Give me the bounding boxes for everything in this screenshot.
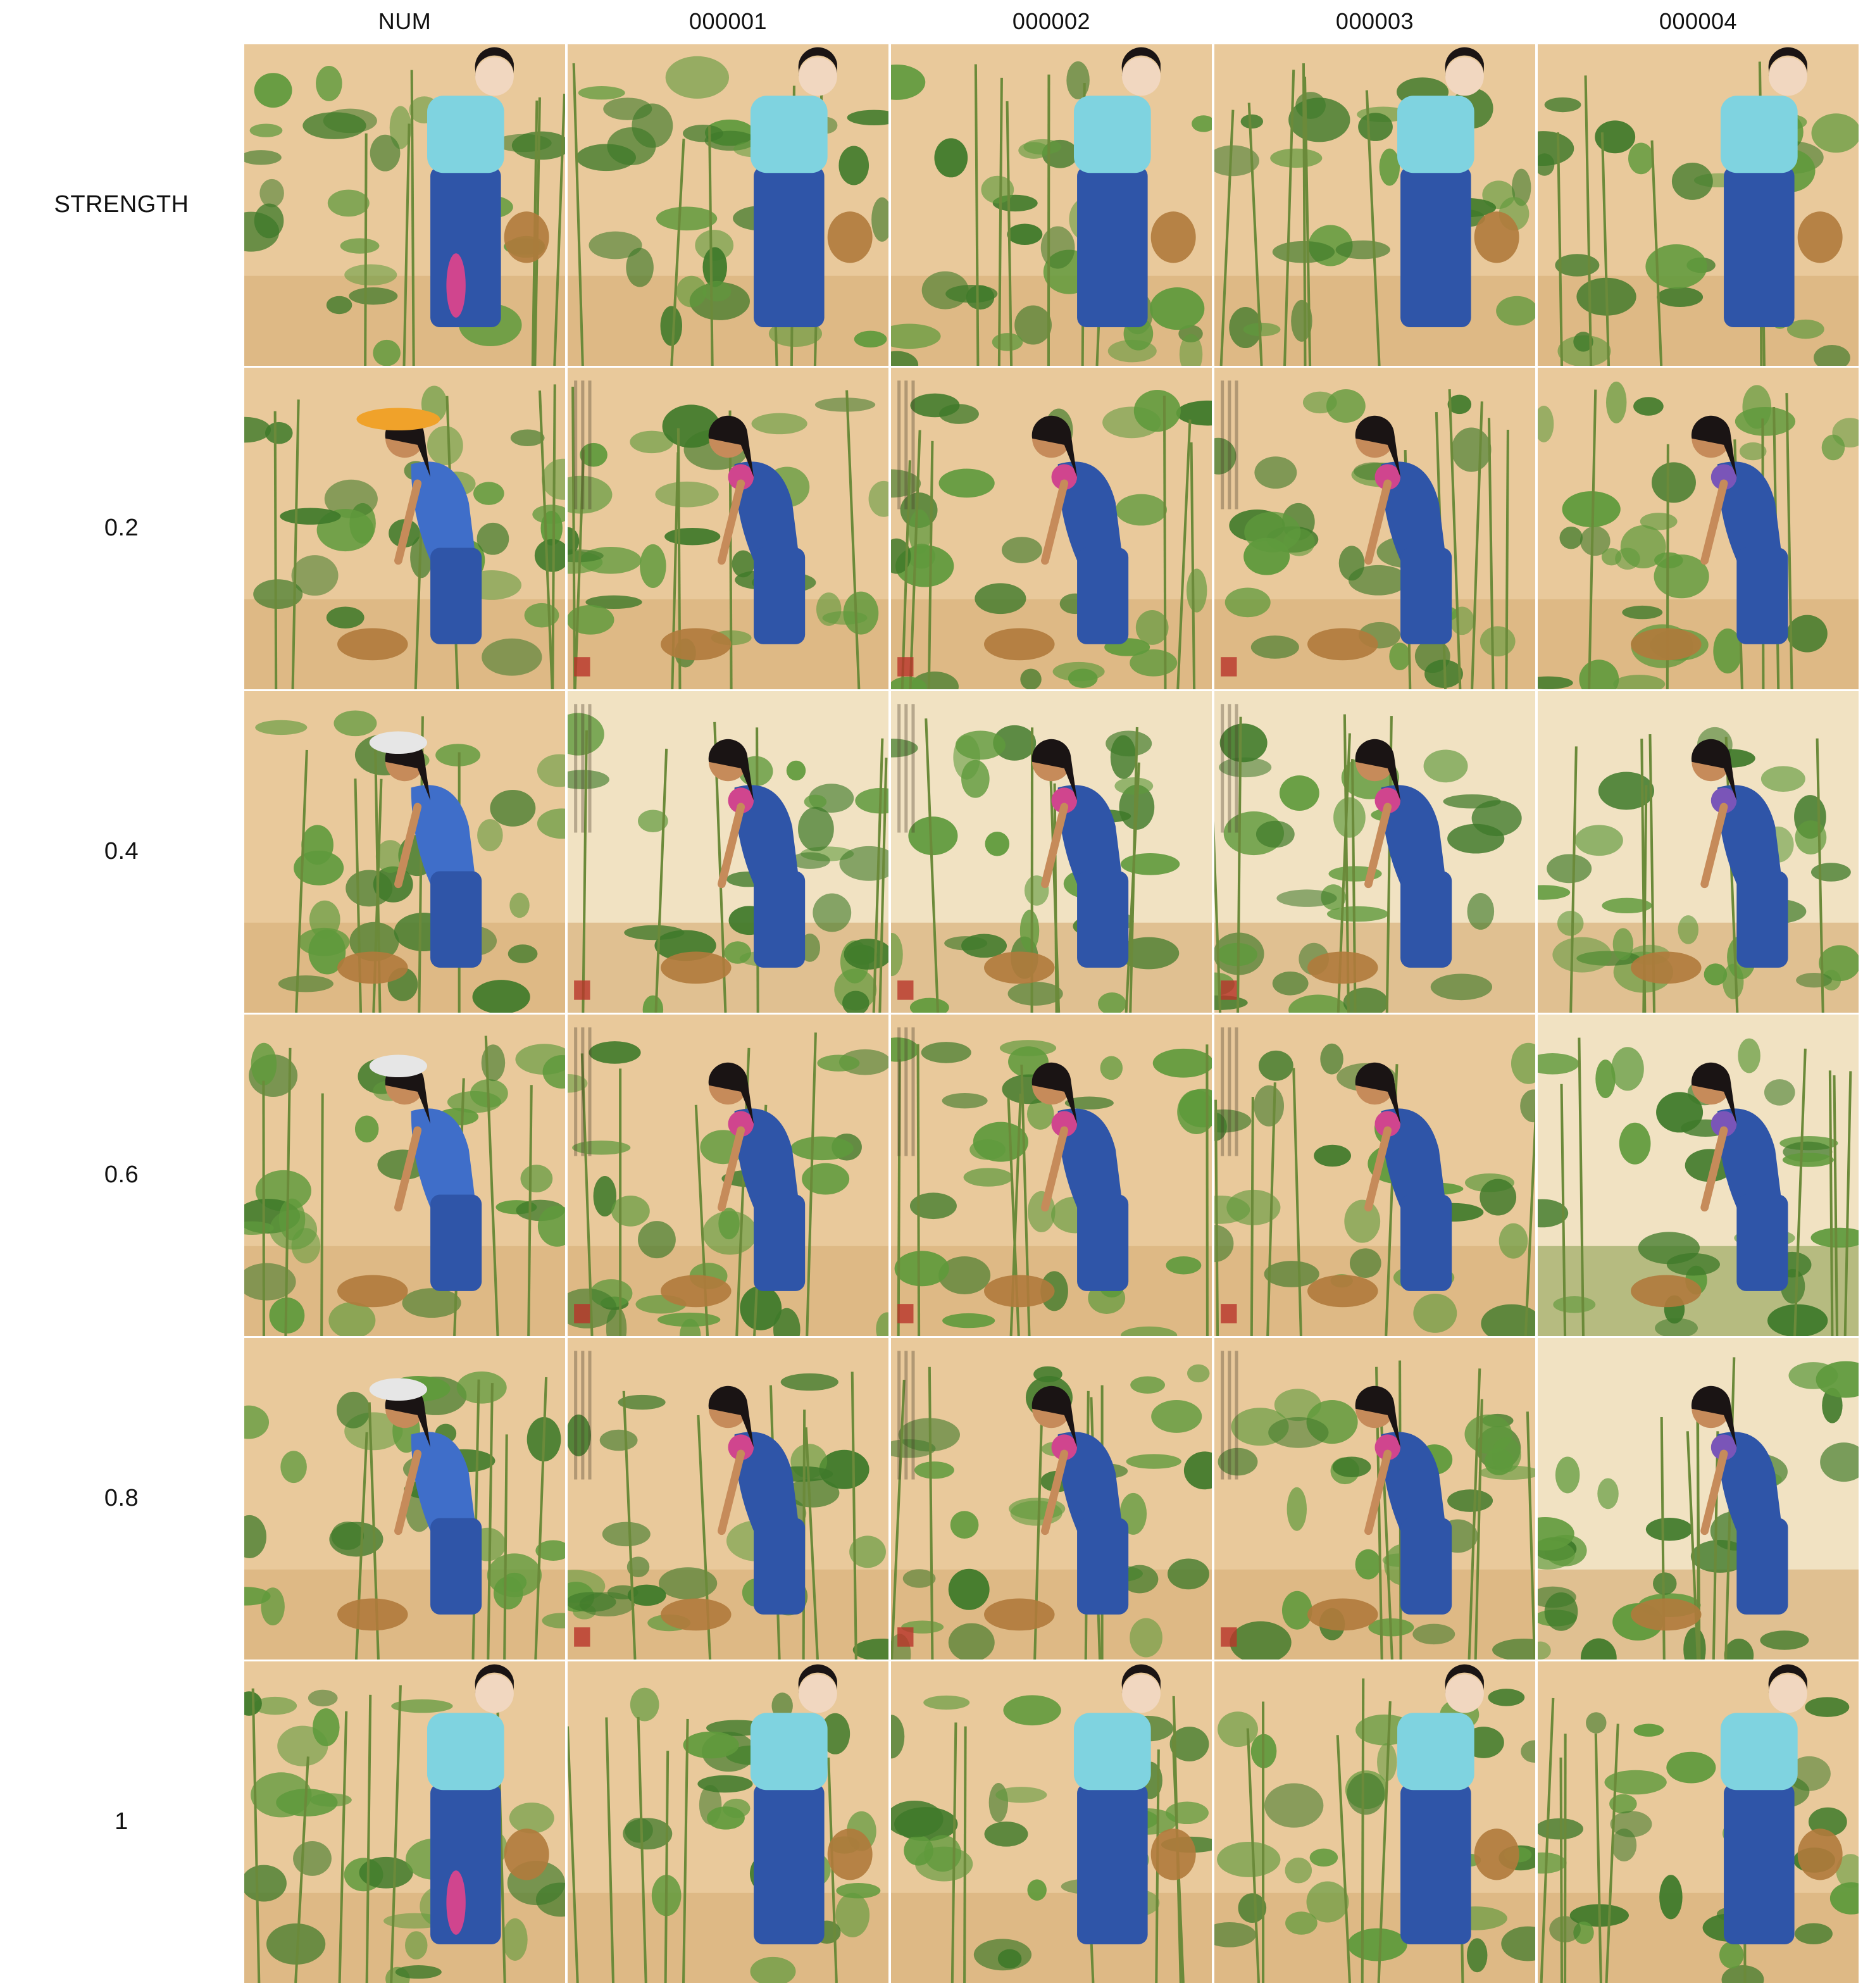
row-header-4: 0.8 [104, 1485, 139, 1511]
column-header-1: 000001 [688, 8, 768, 34]
column-header-3: 000003 [1335, 8, 1414, 34]
generated-image-r5-c1 [568, 1661, 888, 1983]
generated-image-r3-c3 [1214, 1015, 1535, 1336]
generated-image-r4-c2 [891, 1338, 1212, 1660]
generated-image-r1-c3 [1214, 368, 1535, 689]
generated-image-r2-c3 [1214, 691, 1535, 1013]
row-header-0: STRENGTH [54, 191, 189, 218]
row-header-5: 1 [115, 1808, 128, 1835]
row-header-3: 0.6 [104, 1161, 139, 1188]
generated-image-r2-c0 [244, 691, 565, 1013]
generated-image-r5-c2 [891, 1661, 1212, 1983]
generated-image-r0-c1 [568, 44, 888, 366]
generated-image-r2-c1 [568, 691, 888, 1013]
generated-image-r4-c4 [1538, 1338, 1859, 1660]
generated-image-r0-c0 [244, 44, 565, 366]
generated-image-r5-c4 [1538, 1661, 1859, 1983]
generated-image-r0-c2 [891, 44, 1212, 366]
column-header-2: 000002 [1012, 8, 1091, 34]
generated-image-r4-c0 [244, 1338, 565, 1660]
generated-image-r4-c1 [568, 1338, 888, 1660]
generated-image-r1-c4 [1538, 368, 1859, 689]
generated-image-r3-c2 [891, 1015, 1212, 1336]
generated-image-r3-c0 [244, 1015, 565, 1336]
generated-image-r4-c3 [1214, 1338, 1535, 1660]
column-header-4: 000004 [1659, 8, 1738, 34]
generated-image-r3-c4 [1538, 1015, 1859, 1336]
column-header-0: NUM [378, 8, 432, 34]
row-header-2: 0.4 [104, 838, 139, 865]
row-header-1: 0.2 [104, 515, 139, 541]
generated-image-r0-c3 [1214, 44, 1535, 366]
generated-image-r5-c0 [244, 1661, 565, 1983]
generated-image-r2-c4 [1538, 691, 1859, 1013]
generated-image-r2-c2 [891, 691, 1212, 1013]
generated-image-r5-c3 [1214, 1661, 1535, 1983]
generated-image-r1-c0 [244, 368, 565, 689]
generated-image-r0-c4 [1538, 44, 1859, 366]
generated-image-r1-c1 [568, 368, 888, 689]
generated-image-r1-c2 [891, 368, 1212, 689]
generated-image-r3-c1 [568, 1015, 888, 1336]
